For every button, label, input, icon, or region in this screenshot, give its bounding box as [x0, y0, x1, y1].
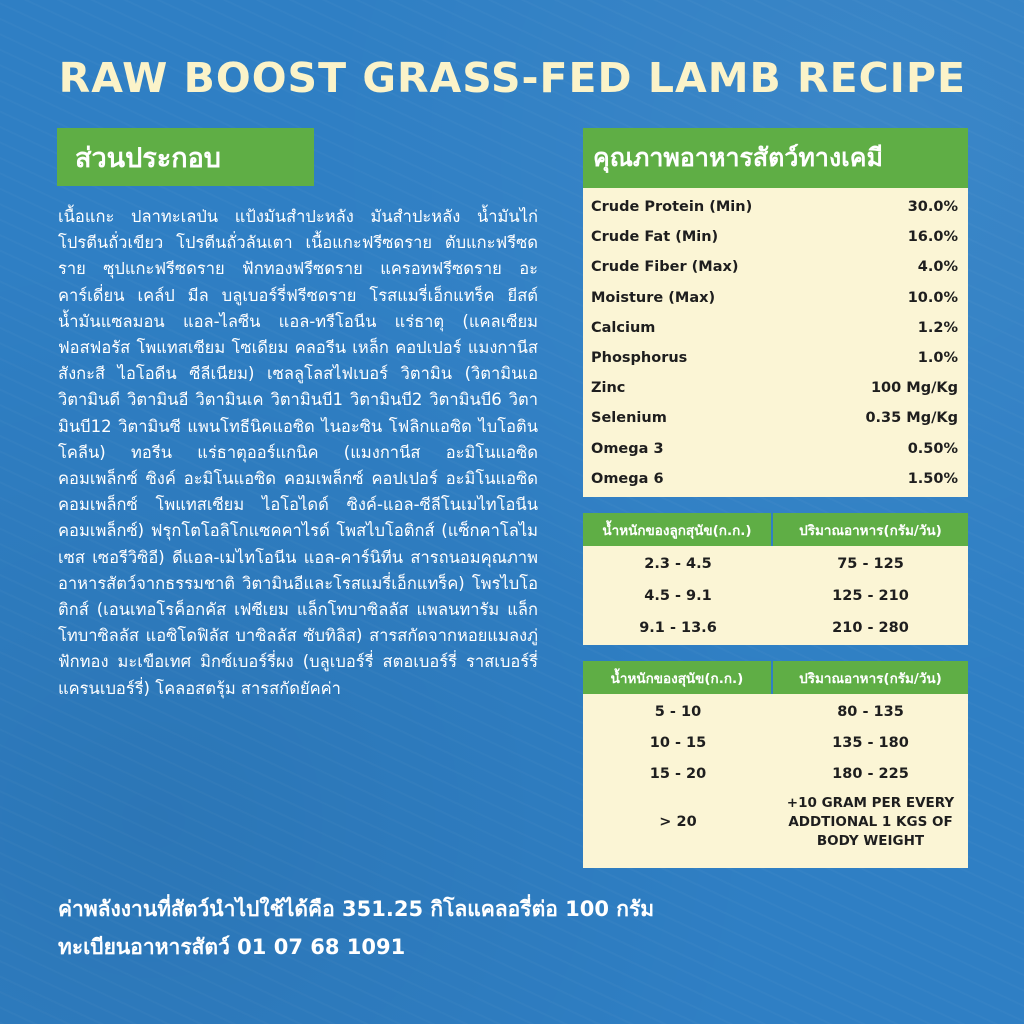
amount-cell: +10 GRAM PER EVERY ADDTIONAL 1 KGS OF BO… — [786, 794, 955, 849]
analysis-row: Omega 3 0.50% — [583, 434, 968, 464]
column-header-weight: น้ำหนักของสุนัข(ก.ก.) — [583, 661, 773, 694]
analysis-value: 100 Mg/Kg — [870, 380, 958, 397]
table-header: น้ำหนักของลูกสุนัข(ก.ก.) ปริมาณอาหาร(กรั… — [583, 513, 968, 546]
table-row: 15 - 20 180 - 225 — [583, 758, 968, 789]
analysis-row: Phosphorus 1.0% — [583, 343, 968, 373]
table-row: > 20 +10 GRAM PER EVERY ADDTIONAL 1 KGS O… — [583, 789, 968, 855]
analysis-row: Moisture (Max) 10.0% — [583, 283, 968, 313]
amount-cell: 135 - 180 — [832, 734, 909, 751]
analysis-rows: Crude Protein (Min) 30.0% Crude Fat (Min)… — [583, 188, 968, 494]
footer: ค่าพลังงานที่สัตว์นำไปใช้ได้คือ 351.25 ก… — [58, 890, 654, 966]
weight-cell: 4.5 - 9.1 — [644, 588, 712, 604]
analysis-label: Phosphorus — [591, 350, 688, 367]
weight-cell: 2.3 - 4.5 — [644, 556, 712, 572]
analysis-value: 1.50% — [907, 470, 958, 487]
analysis-label: Moisture (Max) — [591, 289, 716, 306]
analysis-label: Crude Fat (Min) — [591, 229, 719, 246]
analysis-label: Omega 6 — [591, 470, 664, 487]
ingredients-text: เนื้อแกะ ปลาทะเลป่น แป้งมันสำปะหลัง มันส… — [58, 207, 538, 698]
registration-number: ทะเบียนอาหารสัตว์ 01 07 68 1091 — [58, 935, 406, 959]
analysis-label: Zinc — [591, 380, 626, 397]
analysis-label: Omega 3 — [591, 440, 664, 457]
energy-statement: ค่าพลังงานที่สัตว์นำไปใช้ได้คือ 351.25 ก… — [58, 897, 655, 921]
column-header-amount: ปริมาณอาหาร(กรัม/วัน) — [799, 670, 942, 687]
table-header: น้ำหนักของสุนัข(ก.ก.) ปริมาณอาหาร(กรัม/ว… — [583, 661, 968, 694]
weight-cell: 15 - 20 — [649, 765, 707, 782]
guaranteed-analysis-panel: คุณภาพอาหารสัตว์ทางเคมี Crude Protein (M… — [583, 128, 968, 497]
analysis-value: 30.0% — [907, 199, 958, 216]
analysis-value: 1.0% — [917, 350, 958, 367]
analysis-row: Zinc 100 Mg/Kg — [583, 373, 968, 403]
analysis-label: Calcium — [591, 319, 656, 336]
amount-cell: 125 - 210 — [832, 588, 909, 604]
analysis-heading: คุณภาพอาหารสัตว์ทางเคมี — [583, 128, 968, 188]
analysis-row: Calcium 1.2% — [583, 313, 968, 343]
analysis-label: Crude Fiber (Max) — [591, 259, 739, 276]
analysis-value: 1.2% — [917, 319, 958, 336]
amount-cell: 210 - 280 — [832, 620, 909, 636]
column-header-weight: น้ำหนักของลูกสุนัข(ก.ก.) — [583, 513, 773, 546]
table-row: 10 - 15 135 - 180 — [583, 727, 968, 758]
analysis-value: 10.0% — [907, 289, 958, 306]
ingredients-heading: ส่วนประกอบ — [57, 128, 314, 186]
table-row: 2.3 - 4.5 75 - 125 — [583, 548, 968, 580]
analysis-value: 16.0% — [907, 229, 958, 246]
weight-cell: 9.1 - 13.6 — [639, 620, 717, 636]
analysis-label: Crude Protein (Min) — [591, 199, 753, 216]
weight-cell: > 20 — [659, 814, 697, 830]
analysis-row: Omega 6 1.50% — [583, 464, 968, 494]
analysis-row: Crude Fat (Min) 16.0% — [583, 222, 968, 252]
weight-cell: 10 - 15 — [649, 734, 707, 751]
table-row: 4.5 - 9.1 125 - 210 — [583, 580, 968, 612]
amount-cell: 180 - 225 — [832, 765, 909, 782]
analysis-row: Crude Fiber (Max) 4.0% — [583, 252, 968, 282]
amount-cell: 75 - 125 — [837, 556, 904, 572]
adult-feeding-table: น้ำหนักของสุนัข(ก.ก.) ปริมาณอาหาร(กรัม/ว… — [583, 661, 968, 868]
page-title: RAW BOOST GRASS-FED LAMB RECIPE — [58, 54, 966, 102]
weight-cell: 5 - 10 — [654, 703, 702, 720]
table-row: 9.1 - 13.6 210 - 280 — [583, 612, 968, 644]
analysis-value: 4.0% — [917, 259, 958, 276]
analysis-row: Crude Protein (Min) 30.0% — [583, 192, 968, 222]
analysis-value: 0.50% — [907, 440, 958, 457]
amount-cell: 80 - 135 — [837, 703, 904, 720]
analysis-label: Selenium — [591, 410, 667, 427]
column-header-amount: ปริมาณอาหาร(กรัม/วัน) — [799, 522, 942, 539]
puppy-feeding-table: น้ำหนักของลูกสุนัข(ก.ก.) ปริมาณอาหาร(กรั… — [583, 513, 968, 645]
analysis-value: 0.35 Mg/Kg — [865, 410, 958, 427]
analysis-row: Selenium 0.35 Mg/Kg — [583, 403, 968, 433]
table-row: 5 - 10 80 - 135 — [583, 696, 968, 727]
